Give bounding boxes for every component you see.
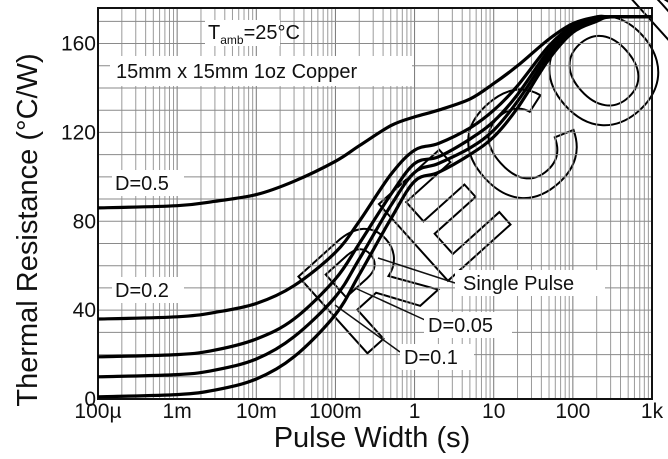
- x-tick-label: 10: [482, 400, 505, 423]
- ambient-temp-label: Tamb=25°C: [208, 22, 300, 47]
- x-tick-label: 10m: [236, 400, 277, 423]
- series-line-2: [97, 15, 653, 359]
- x-tick-label: 100: [555, 400, 590, 423]
- series-line-1: [97, 14, 652, 321]
- y-tick-label: 160: [61, 33, 96, 56]
- series-label-d02-bg: [112, 277, 184, 303]
- leader-single-pulse: [377, 257, 456, 284]
- annotation-bg-1: [205, 20, 280, 46]
- series-label-d005: D=0.05: [424, 312, 512, 338]
- x-tick-label: 1k: [641, 400, 664, 423]
- series-label-d01: D=0.1: [400, 344, 474, 370]
- series-label-single-pulse-text: Single Pulse: [463, 273, 574, 295]
- series-label-single-pulse-bg: [455, 270, 605, 296]
- y-tick-label: 0: [84, 388, 96, 411]
- series-label-d005-bg: [424, 312, 512, 338]
- annotation-bg-2: [110, 56, 412, 86]
- series-label-d05: D=0.5: [112, 170, 184, 196]
- series-line-0: [97, 14, 652, 210]
- copper-area-label: 15mm x 15mm 1oz Copper: [116, 61, 358, 83]
- annotation: Tamb=25°C 15mm x 15mm 1oz Copper: [110, 20, 412, 86]
- x-tick-label: 1: [409, 400, 421, 423]
- leader-d01: [334, 304, 401, 353]
- x-tick-label: 1m: [163, 400, 192, 423]
- series-line-3: [97, 15, 653, 379]
- x-tick-label: 100µ: [74, 400, 121, 423]
- series-line-4: [97, 14, 653, 399]
- x-tick-label: 100m: [309, 400, 362, 423]
- series-label-d005-text: D=0.05: [428, 315, 493, 337]
- plot-frame: [97, 7, 653, 400]
- y-tick-label: 40: [73, 299, 96, 322]
- series-labels: D=0.5 D=0.2 Single Pulse D=0.05 D=0.1: [112, 170, 605, 370]
- x-axis-title: Pulse Width (s): [274, 422, 471, 454]
- y-tick-label: 80: [73, 210, 96, 233]
- series-label-d02-text: D=0.2: [115, 280, 169, 302]
- series-label-d01-text: D=0.1: [404, 347, 458, 369]
- series-lines: [97, 14, 653, 399]
- series-label-d05-text: D=0.5: [115, 173, 169, 195]
- tick-labels: 100µ 1m 10m 100m 1 10 100 1k 0 40 80 120 160: [61, 33, 664, 423]
- y-tick-label: 120: [61, 121, 96, 144]
- y-axis-title: Thermal Resistance (°C/W): [12, 53, 44, 406]
- series-label-d05-bg: [112, 170, 184, 196]
- leader-d005: [354, 287, 426, 321]
- series-label-d01-bg: [400, 344, 474, 370]
- series-label-single-pulse: Single Pulse: [455, 270, 605, 296]
- series-label-d02: D=0.2: [112, 277, 184, 303]
